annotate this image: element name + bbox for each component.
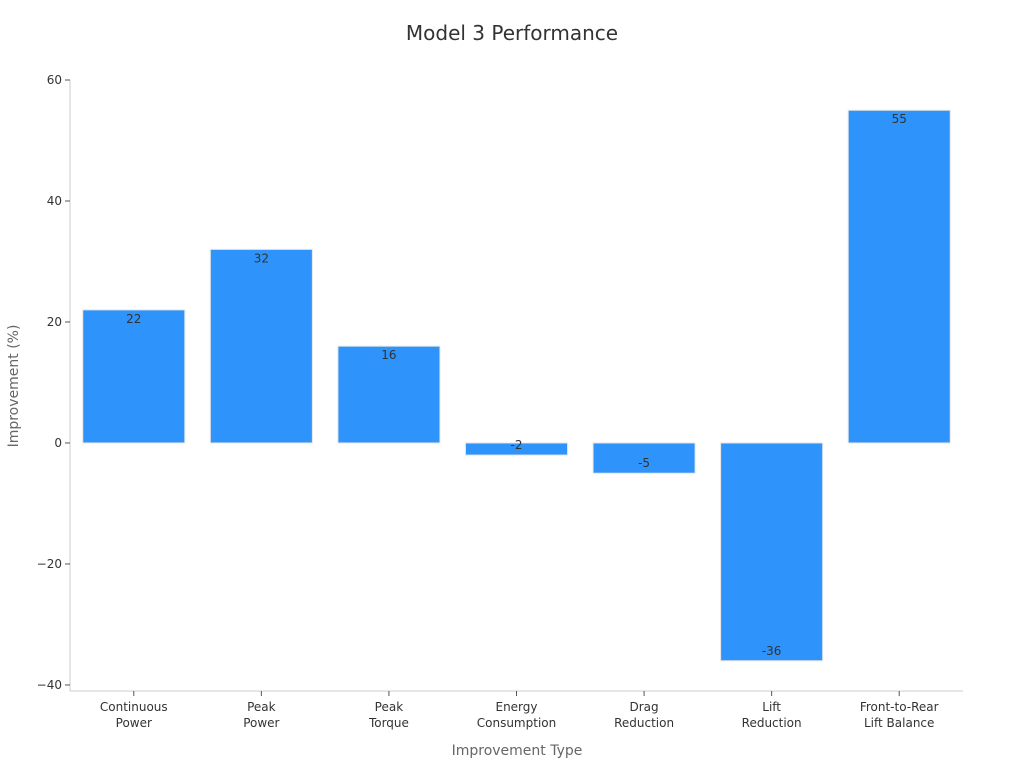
bar (720, 442, 824, 662)
x-tick-label-line: Consumption (477, 716, 556, 730)
bar (464, 442, 569, 456)
bar (209, 248, 313, 444)
y-axis-label: Improvement (%) (6, 325, 22, 448)
bar (82, 309, 186, 444)
data-label: 55 (892, 112, 907, 126)
x-tick-label: Drag Reduction (614, 700, 674, 730)
bar (847, 109, 951, 444)
y-tick-label: −20 (37, 557, 62, 571)
x-tick-label-line: Drag (629, 700, 658, 714)
bar (592, 442, 696, 474)
y-tick-label: 0 (54, 436, 62, 450)
data-label: -36 (762, 644, 782, 658)
data-label: 32 (254, 251, 269, 265)
chart-title: Model 3 Performance (406, 21, 618, 45)
x-tick-label-line: Peak (247, 700, 276, 714)
x-tick-label-line: Lift Balance (864, 716, 934, 730)
y-tick-label: 60 (47, 73, 62, 87)
data-label: -5 (638, 456, 650, 470)
data-label: 16 (381, 348, 396, 362)
x-tick-label: Continuous Power (100, 700, 168, 730)
x-tick-label: Peak Power (243, 700, 279, 730)
x-tick-label-line: Power (243, 716, 279, 730)
x-tick-label-line: Torque (368, 716, 409, 730)
x-tick-label-line: Reduction (742, 716, 802, 730)
x-tick-label-line: Continuous (100, 700, 168, 714)
x-axis-label: Improvement Type (452, 743, 583, 759)
y-tick-label: −40 (37, 678, 62, 692)
x-tick-label-line: Front-to-Rear (860, 700, 939, 714)
x-tick-label-line: Energy (495, 700, 537, 714)
y-tick-label: 40 (47, 194, 62, 208)
bar (337, 345, 441, 444)
x-tick-label-line: Peak (375, 700, 404, 714)
data-label: -2 (511, 438, 523, 452)
x-tick-label: Lift Reduction (742, 700, 802, 730)
x-tick-label-line: Power (116, 716, 152, 730)
x-tick-label: Peak Torque (368, 700, 409, 730)
x-tick-label-line: Lift (762, 700, 781, 714)
x-tick-label-line: Reduction (614, 716, 674, 730)
data-label: 22 (126, 312, 141, 326)
y-tick-label: 20 (47, 315, 62, 329)
x-tick-label: Front-to-Rear Lift Balance (860, 700, 939, 730)
x-tick-label: Energy Consumption (477, 700, 556, 730)
